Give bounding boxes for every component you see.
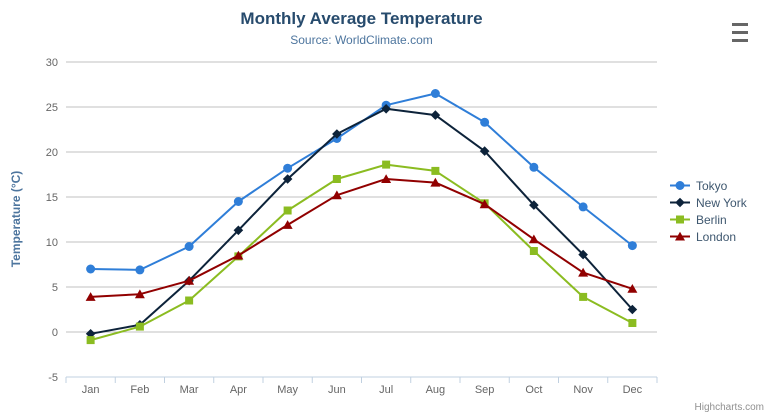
point-berlin-jan[interactable] xyxy=(86,336,95,345)
point-tokyo-dec[interactable] xyxy=(627,241,637,251)
point-london-feb[interactable] xyxy=(134,289,145,299)
y-axis-label: 30 xyxy=(46,57,58,69)
point-london-jun[interactable] xyxy=(331,190,342,200)
hamburger-icon xyxy=(732,22,748,26)
point-berlin-may[interactable] xyxy=(283,206,292,215)
point-berlin-mar[interactable] xyxy=(185,296,194,305)
legend-marker-tokyo xyxy=(670,181,690,190)
point-berlin-dec[interactable] xyxy=(628,319,637,327)
legend-marker-new-york xyxy=(670,197,690,208)
series-tokyo xyxy=(86,89,637,275)
point-london-jul[interactable] xyxy=(381,174,392,183)
legend-symbol-berlin[interactable] xyxy=(676,215,684,224)
x-axis-label-mar: Mar xyxy=(180,384,199,396)
legend-symbol-new-york[interactable] xyxy=(675,197,685,208)
point-london-mar[interactable] xyxy=(184,275,195,285)
point-new-york-jun[interactable] xyxy=(332,129,342,139)
point-new-york-apr[interactable] xyxy=(233,225,244,236)
point-new-york-dec[interactable] xyxy=(627,304,638,315)
point-london-apr[interactable] xyxy=(233,250,244,260)
x-axis-label-dec: Dec xyxy=(623,384,643,396)
series-line-new-york xyxy=(90,107,634,335)
x-axis-label-apr: Apr xyxy=(230,384,247,396)
point-london-aug[interactable] xyxy=(430,177,441,187)
x-axis-label-jul: Jul xyxy=(379,384,393,396)
point-berlin-oct[interactable] xyxy=(529,247,538,255)
x-axis-label-feb: Feb xyxy=(130,384,149,396)
point-tokyo-sep[interactable] xyxy=(480,117,490,127)
point-london-dec[interactable] xyxy=(627,284,638,293)
point-berlin-jul[interactable] xyxy=(382,160,391,169)
chart-subtitle: Source: WorldClimate.com xyxy=(290,33,433,47)
y-axis-label: 10 xyxy=(46,237,58,249)
x-axis-label-may: May xyxy=(277,384,298,396)
legend-label-london: London xyxy=(696,229,737,244)
x-axis-label-jan: Jan xyxy=(82,384,100,396)
point-berlin-feb[interactable] xyxy=(135,322,144,331)
point-new-york-nov[interactable] xyxy=(578,249,588,260)
y-axis-label: -5 xyxy=(48,372,58,384)
series-london xyxy=(85,174,638,301)
point-tokyo-jan[interactable] xyxy=(86,264,96,274)
point-new-york-jul[interactable] xyxy=(381,104,391,114)
export-menu-button[interactable] xyxy=(731,21,749,43)
legend-marker-berlin xyxy=(670,215,690,224)
x-axis-label-jun: Jun xyxy=(328,384,346,396)
point-new-york-oct[interactable] xyxy=(529,200,539,210)
x-axis-label-aug: Aug xyxy=(426,384,446,396)
y-axis-label: 20 xyxy=(46,147,58,159)
point-tokyo-mar[interactable] xyxy=(184,242,194,251)
series-line-berlin xyxy=(90,163,633,342)
point-new-york-may[interactable] xyxy=(282,174,293,184)
point-tokyo-nov[interactable] xyxy=(578,202,588,212)
legend-item-tokyo[interactable]: Tokyo xyxy=(669,177,747,194)
point-london-oct[interactable] xyxy=(528,234,539,244)
legend-symbol-london[interactable] xyxy=(675,231,685,241)
point-berlin-jun[interactable] xyxy=(332,175,341,183)
point-london-sep[interactable] xyxy=(479,199,490,209)
x-axis-label-oct: Oct xyxy=(525,384,542,396)
point-london-may[interactable] xyxy=(282,220,293,229)
y-axis-label: 25 xyxy=(46,102,58,114)
legend: Tokyo New York Berlin London xyxy=(669,177,747,245)
legend-marker-london xyxy=(670,231,690,241)
credits-link[interactable]: Highcharts.com xyxy=(694,402,764,413)
series-line-tokyo xyxy=(90,92,633,271)
point-new-york-aug[interactable] xyxy=(430,110,441,120)
point-new-york-jan[interactable] xyxy=(85,329,96,339)
legend-item-new-york[interactable]: New York xyxy=(669,194,747,211)
legend-item-berlin[interactable]: Berlin xyxy=(669,211,747,228)
legend-item-london[interactable]: London xyxy=(669,228,747,245)
point-london-jan[interactable] xyxy=(85,292,96,301)
point-berlin-aug[interactable] xyxy=(431,166,440,175)
series-new-york xyxy=(85,104,638,339)
x-axis-label-sep: Sep xyxy=(475,384,495,396)
x-axis-label-nov: Nov xyxy=(573,384,593,396)
series-line-london xyxy=(90,178,633,298)
y-axis-label: 15 xyxy=(46,192,58,204)
point-tokyo-oct[interactable] xyxy=(529,162,539,172)
point-tokyo-aug[interactable] xyxy=(430,89,440,98)
legend-label-tokyo: Tokyo xyxy=(696,178,728,193)
y-axis-label: 5 xyxy=(52,282,58,294)
point-tokyo-feb[interactable] xyxy=(135,265,145,275)
y-axis-label: 0 xyxy=(52,327,58,339)
point-new-york-sep[interactable] xyxy=(479,146,490,156)
chart-title: Monthly Average Temperature xyxy=(240,9,483,28)
point-tokyo-may[interactable] xyxy=(283,163,293,173)
y-axis-title: Temperature (°C) xyxy=(9,170,23,268)
point-berlin-nov[interactable] xyxy=(579,292,588,301)
legend-label-berlin: Berlin xyxy=(696,212,727,227)
point-tokyo-apr[interactable] xyxy=(233,197,243,206)
legend-label-new-york: New York xyxy=(696,195,747,210)
legend-symbol-tokyo[interactable] xyxy=(675,181,685,190)
point-london-nov[interactable] xyxy=(578,267,589,277)
